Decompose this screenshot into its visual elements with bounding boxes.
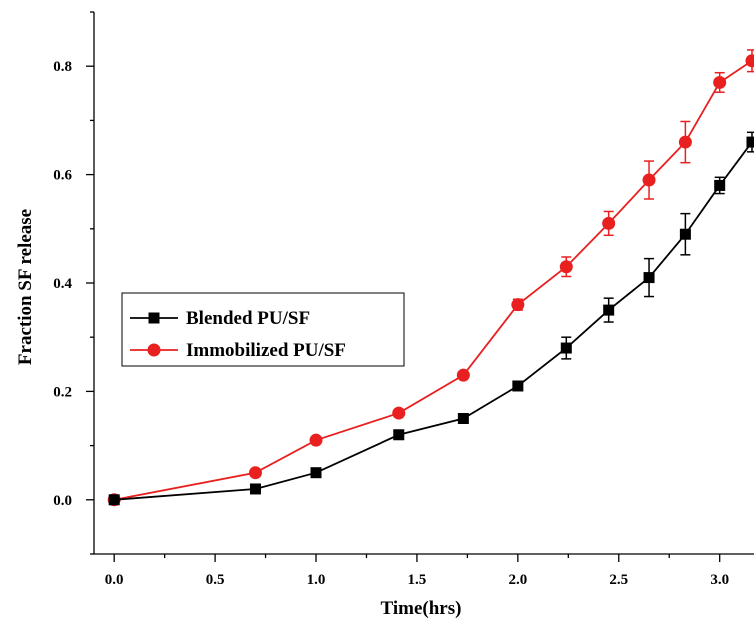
series-blended [108, 131, 754, 506]
data-point-circle [745, 54, 754, 68]
legend-label: Immobilized PU/SF [186, 340, 346, 361]
axes [86, 11, 754, 562]
legend-label: Blended PU/SF [186, 308, 310, 329]
legend-entry-immobilized: Immobilized PU/SF [130, 340, 346, 361]
data-point-circle [392, 406, 406, 420]
y-tick-labels: 0.0 0.2 0.4 0.6 0.8 [53, 59, 72, 509]
x-tick-label: 2.5 [609, 572, 628, 588]
data-point-square [310, 467, 322, 479]
y-tick-label: 0.4 [53, 276, 72, 292]
data-point-circle [602, 216, 616, 230]
x-tick-labels: 0.0 0.5 1.0 1.5 2.0 2.5 3.0 [105, 572, 729, 588]
legend-marker-circle [147, 343, 161, 357]
data-point-circle [248, 466, 262, 480]
data-point-circle [678, 135, 692, 149]
y-tick-label: 0.2 [53, 384, 72, 400]
legend-entry-blended: Blended PU/SF [130, 308, 310, 329]
legend-marker-square [148, 312, 160, 324]
x-tick-label: 0.5 [206, 572, 225, 588]
data-point-square [679, 228, 691, 240]
data-point-square [393, 429, 405, 441]
data-point-square [249, 483, 261, 495]
data-point-square [714, 179, 726, 191]
y-tick-label: 0.8 [53, 59, 72, 75]
x-axis-title: Time(hrs) [381, 598, 462, 619]
data-point-square [108, 494, 120, 506]
data-point-circle [713, 75, 727, 89]
data-point-square [603, 304, 615, 316]
data-point-circle [642, 173, 656, 187]
data-point-square [560, 342, 572, 354]
x-tick-label: 3.0 [710, 572, 729, 588]
legend: Blended PU/SF Immobilized PU/SF [121, 292, 405, 367]
series-immobilized [107, 49, 754, 507]
data-point-square [457, 413, 469, 424]
data-point-circle [559, 260, 573, 274]
plot-series [107, 49, 754, 507]
y-tick-label: 0.0 [53, 493, 72, 509]
data-point-circle [456, 368, 470, 382]
data-point-circle [511, 298, 525, 312]
y-axis-title: Fraction SF release [15, 209, 36, 365]
x-tick-label: 0.0 [105, 572, 124, 588]
x-tick-label: 1.5 [408, 572, 427, 588]
x-tick-label: 2.0 [508, 572, 527, 588]
x-tick-label: 1.0 [307, 572, 326, 588]
data-point-circle [309, 433, 323, 447]
series-line [114, 141, 753, 501]
series-line [114, 60, 753, 501]
data-point-square [512, 380, 524, 392]
y-tick-label: 0.6 [53, 168, 72, 184]
data-point-square [643, 272, 655, 284]
data-point-square [746, 136, 754, 148]
legend-box [121, 292, 405, 367]
